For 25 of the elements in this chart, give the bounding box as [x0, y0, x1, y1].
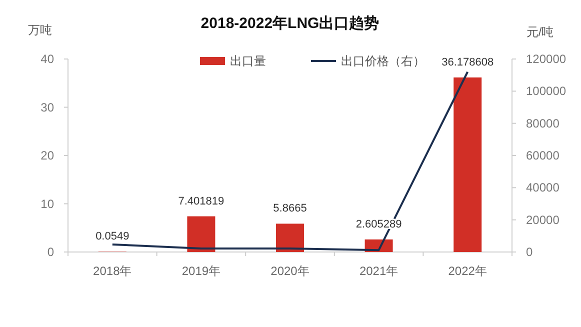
y2-tick-label: 0	[526, 245, 533, 259]
x-tick-label: 2019年	[182, 264, 221, 278]
y2-axis-title: 元/吨	[526, 25, 554, 39]
y-axis-title: 万吨	[28, 23, 52, 37]
y-tick-label: 0	[47, 245, 54, 259]
y2-tick-label: 100000	[526, 84, 566, 98]
y2-tick-label: 20000	[526, 212, 560, 227]
x-tick-label: 2021年	[359, 264, 398, 278]
y-tick-label: 10	[40, 196, 54, 211]
y2-tick-label: 40000	[526, 180, 560, 195]
y-tick-label: 30	[40, 100, 54, 114]
chart-title: 2018-2022年LNG出口趋势	[200, 15, 380, 32]
x-tick-label: 2020年	[270, 264, 310, 278]
y-tick-label: 20	[40, 148, 54, 162]
legend-label: 出口价格（右）	[341, 54, 425, 68]
bar	[454, 77, 482, 252]
x-tick-label: 2022年	[448, 264, 487, 278]
y-tick-label: 40	[40, 52, 54, 66]
y2-tick-label: 120000	[526, 52, 566, 66]
y2-tick-label: 60000	[526, 148, 560, 162]
legend-label: 出口量	[230, 54, 266, 68]
y2-tick-label: 80000	[526, 116, 560, 130]
bar	[276, 224, 304, 252]
x-tick-label: 2018年	[93, 264, 132, 278]
bar	[187, 216, 216, 252]
